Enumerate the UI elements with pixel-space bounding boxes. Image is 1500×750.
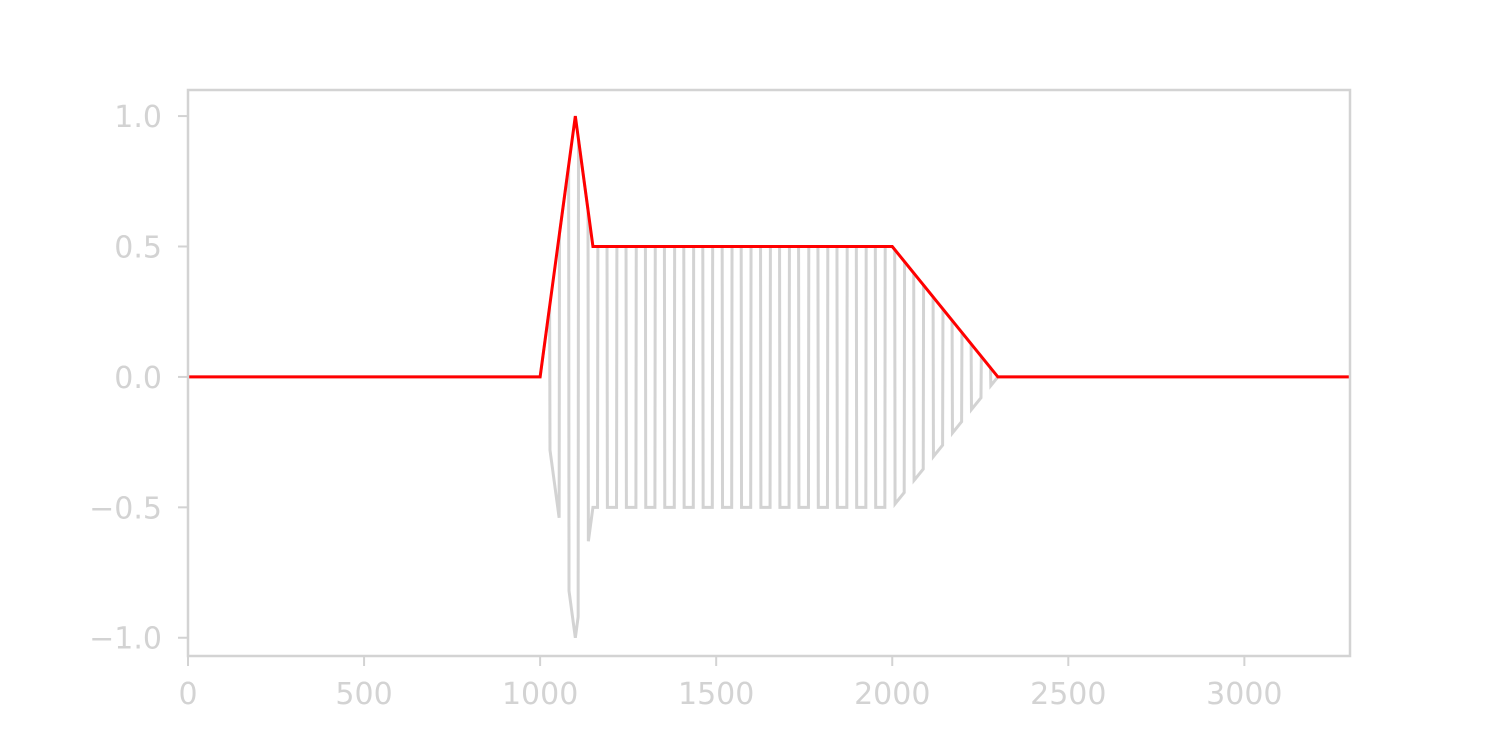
x-tick-label: 1000	[502, 677, 578, 712]
x-tick-label: 2000	[854, 677, 930, 712]
y-axis-ticks: −1.0 −0.5 0.0 0.5 1.0	[89, 100, 188, 657]
x-tick-label: 500	[335, 677, 392, 712]
signal-line	[188, 139, 1350, 638]
plot-frame	[186, 88, 1352, 658]
x-axis-ticks: 0 500 1000 1500 2000 2500 3000	[178, 656, 1283, 712]
y-tick-label: −1.0	[89, 622, 162, 657]
y-tick-label: −0.5	[89, 491, 162, 526]
x-tick-label: 2500	[1030, 677, 1106, 712]
y-tick-label: 0.5	[114, 230, 162, 265]
axes	[186, 88, 1352, 658]
x-tick-label: 3000	[1206, 677, 1282, 712]
envelope-series	[188, 115, 1350, 379]
x-tick-label: 1500	[678, 677, 754, 712]
y-tick-label: 0.0	[114, 361, 162, 396]
signal-series	[188, 139, 1350, 638]
x-tick-label: 0	[178, 677, 197, 712]
envelope-line	[188, 115, 1350, 379]
y-tick-label: 1.0	[114, 100, 162, 135]
